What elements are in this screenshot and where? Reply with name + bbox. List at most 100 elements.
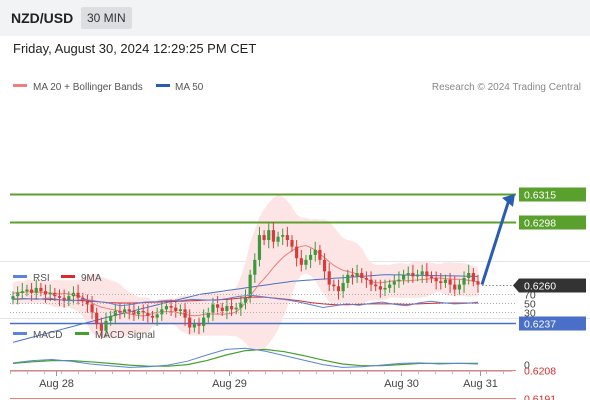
candle-body: [457, 284, 461, 290]
candle-body: [234, 307, 238, 310]
candle-body: [229, 306, 234, 310]
candle-body: [25, 289, 29, 292]
candle-body: [439, 281, 443, 283]
candle-body: [392, 281, 396, 285]
candle-body: [378, 286, 382, 290]
level-tag-target: [519, 187, 586, 202]
candle-body: [332, 284, 336, 287]
candle-body: [164, 306, 169, 310]
forecast-arrow-head: [502, 193, 515, 207]
time-tick-label: Aug 28: [39, 378, 74, 390]
candle-body: [276, 236, 280, 242]
candle-body: [220, 307, 224, 311]
last-price-pointer: [513, 278, 519, 293]
candle-body: [336, 286, 341, 292]
candle-body: [471, 273, 475, 282]
candle-body: [90, 304, 94, 313]
time-tick-label: Aug 29: [212, 378, 247, 390]
candle-body: [402, 274, 406, 280]
candle-body: [290, 240, 294, 247]
level-tag-pivot: [519, 316, 586, 331]
candle-body: [346, 274, 350, 283]
candle-body: [420, 271, 424, 275]
macd-legend: MACD MACD Signal: [13, 330, 155, 341]
candle-body: [109, 315, 113, 321]
legend-swatch-bb: [13, 84, 27, 87]
candle-body: [415, 274, 420, 277]
candle-body: [160, 309, 164, 315]
candle-body: [34, 287, 38, 293]
symbol-title: NZD/USD: [11, 10, 74, 26]
candle-body: [262, 235, 266, 241]
time-tick-label: Aug 30: [384, 378, 419, 390]
candle-body: [350, 274, 355, 277]
candle-body: [43, 291, 48, 295]
candle-body: [197, 324, 201, 326]
legend-label-ma50: MA 50: [175, 82, 204, 93]
candle-body: [253, 259, 257, 275]
candle-body: [341, 282, 345, 292]
candle-body: [169, 306, 173, 308]
candle-body: [448, 279, 452, 285]
candle-body: [150, 315, 155, 318]
candle-body: [48, 292, 52, 295]
candle-body: [146, 312, 150, 316]
time-tick-label: Aug 31: [463, 378, 498, 390]
candle-body: [20, 291, 24, 293]
candle-body: [443, 279, 448, 283]
candle-body: [434, 278, 438, 282]
rsi-legend: RSI 9MA: [13, 273, 102, 284]
price-pane: 0.6315 0.6298 0.6260 0.6237 0.6208 0.6191: [10, 187, 586, 400]
level-label: 0.6260: [524, 281, 556, 293]
candle-body: [174, 307, 178, 311]
candle-body: [30, 289, 34, 293]
level-label: 0.6191: [524, 394, 556, 400]
candle-body: [425, 271, 429, 277]
candle-body: [327, 271, 331, 285]
candle-body: [127, 309, 131, 311]
macd-line: [12, 347, 479, 368]
level-label: 0.6237: [524, 319, 556, 331]
candle-body: [141, 311, 145, 313]
candle-body: [374, 284, 378, 287]
chart-datetime: Friday, August 30, 2024 12:29:25 PM CET: [13, 41, 257, 56]
rsi-line: [12, 294, 479, 309]
candle-body: [383, 287, 387, 290]
legend-swatch-macd-signal: [75, 332, 89, 335]
candle-body: [178, 309, 182, 311]
candle-body: [211, 304, 215, 313]
candle-body: [271, 230, 275, 242]
candle-body: [304, 259, 308, 265]
candle-body: [364, 278, 368, 280]
rsi-tick-label: 70: [524, 290, 536, 302]
rsi-9ma-line: [12, 296, 478, 306]
candle-body: [388, 284, 392, 288]
time-axis: Aug 28 Aug 29 Aug 30 Aug 31: [10, 371, 512, 390]
price-legend: MA 20 + Bollinger Bands MA 50 Research ©…: [13, 82, 581, 93]
legend-swatch-ma50: [156, 84, 170, 87]
candle-body: [299, 258, 303, 265]
candle-body: [123, 309, 127, 313]
macd-tick-label: 0: [524, 360, 530, 372]
candle-body: [309, 254, 313, 260]
candle-body: [11, 296, 15, 300]
candle-body: [225, 306, 229, 311]
legend-label-9ma: 9MA: [81, 273, 102, 284]
candle-body: [76, 292, 80, 298]
candle-body: [85, 301, 89, 305]
level-tag-last_price: [519, 278, 586, 293]
candle-body: [248, 274, 252, 298]
candle-body: [313, 249, 317, 255]
candle-body: [411, 273, 415, 277]
candle-body: [429, 276, 434, 278]
macd-pane: 0: [12, 347, 530, 372]
candle-body: [397, 279, 401, 282]
legend-swatch-9ma: [61, 275, 75, 278]
timeframe-badge[interactable]: 30 MIN: [81, 7, 132, 29]
candle-body: [322, 259, 327, 272]
rsi-tick-label: 30: [524, 308, 536, 320]
candle-body: [188, 317, 192, 328]
level-label: 0.6208: [524, 366, 556, 378]
macd-signal-line: [12, 348, 478, 367]
